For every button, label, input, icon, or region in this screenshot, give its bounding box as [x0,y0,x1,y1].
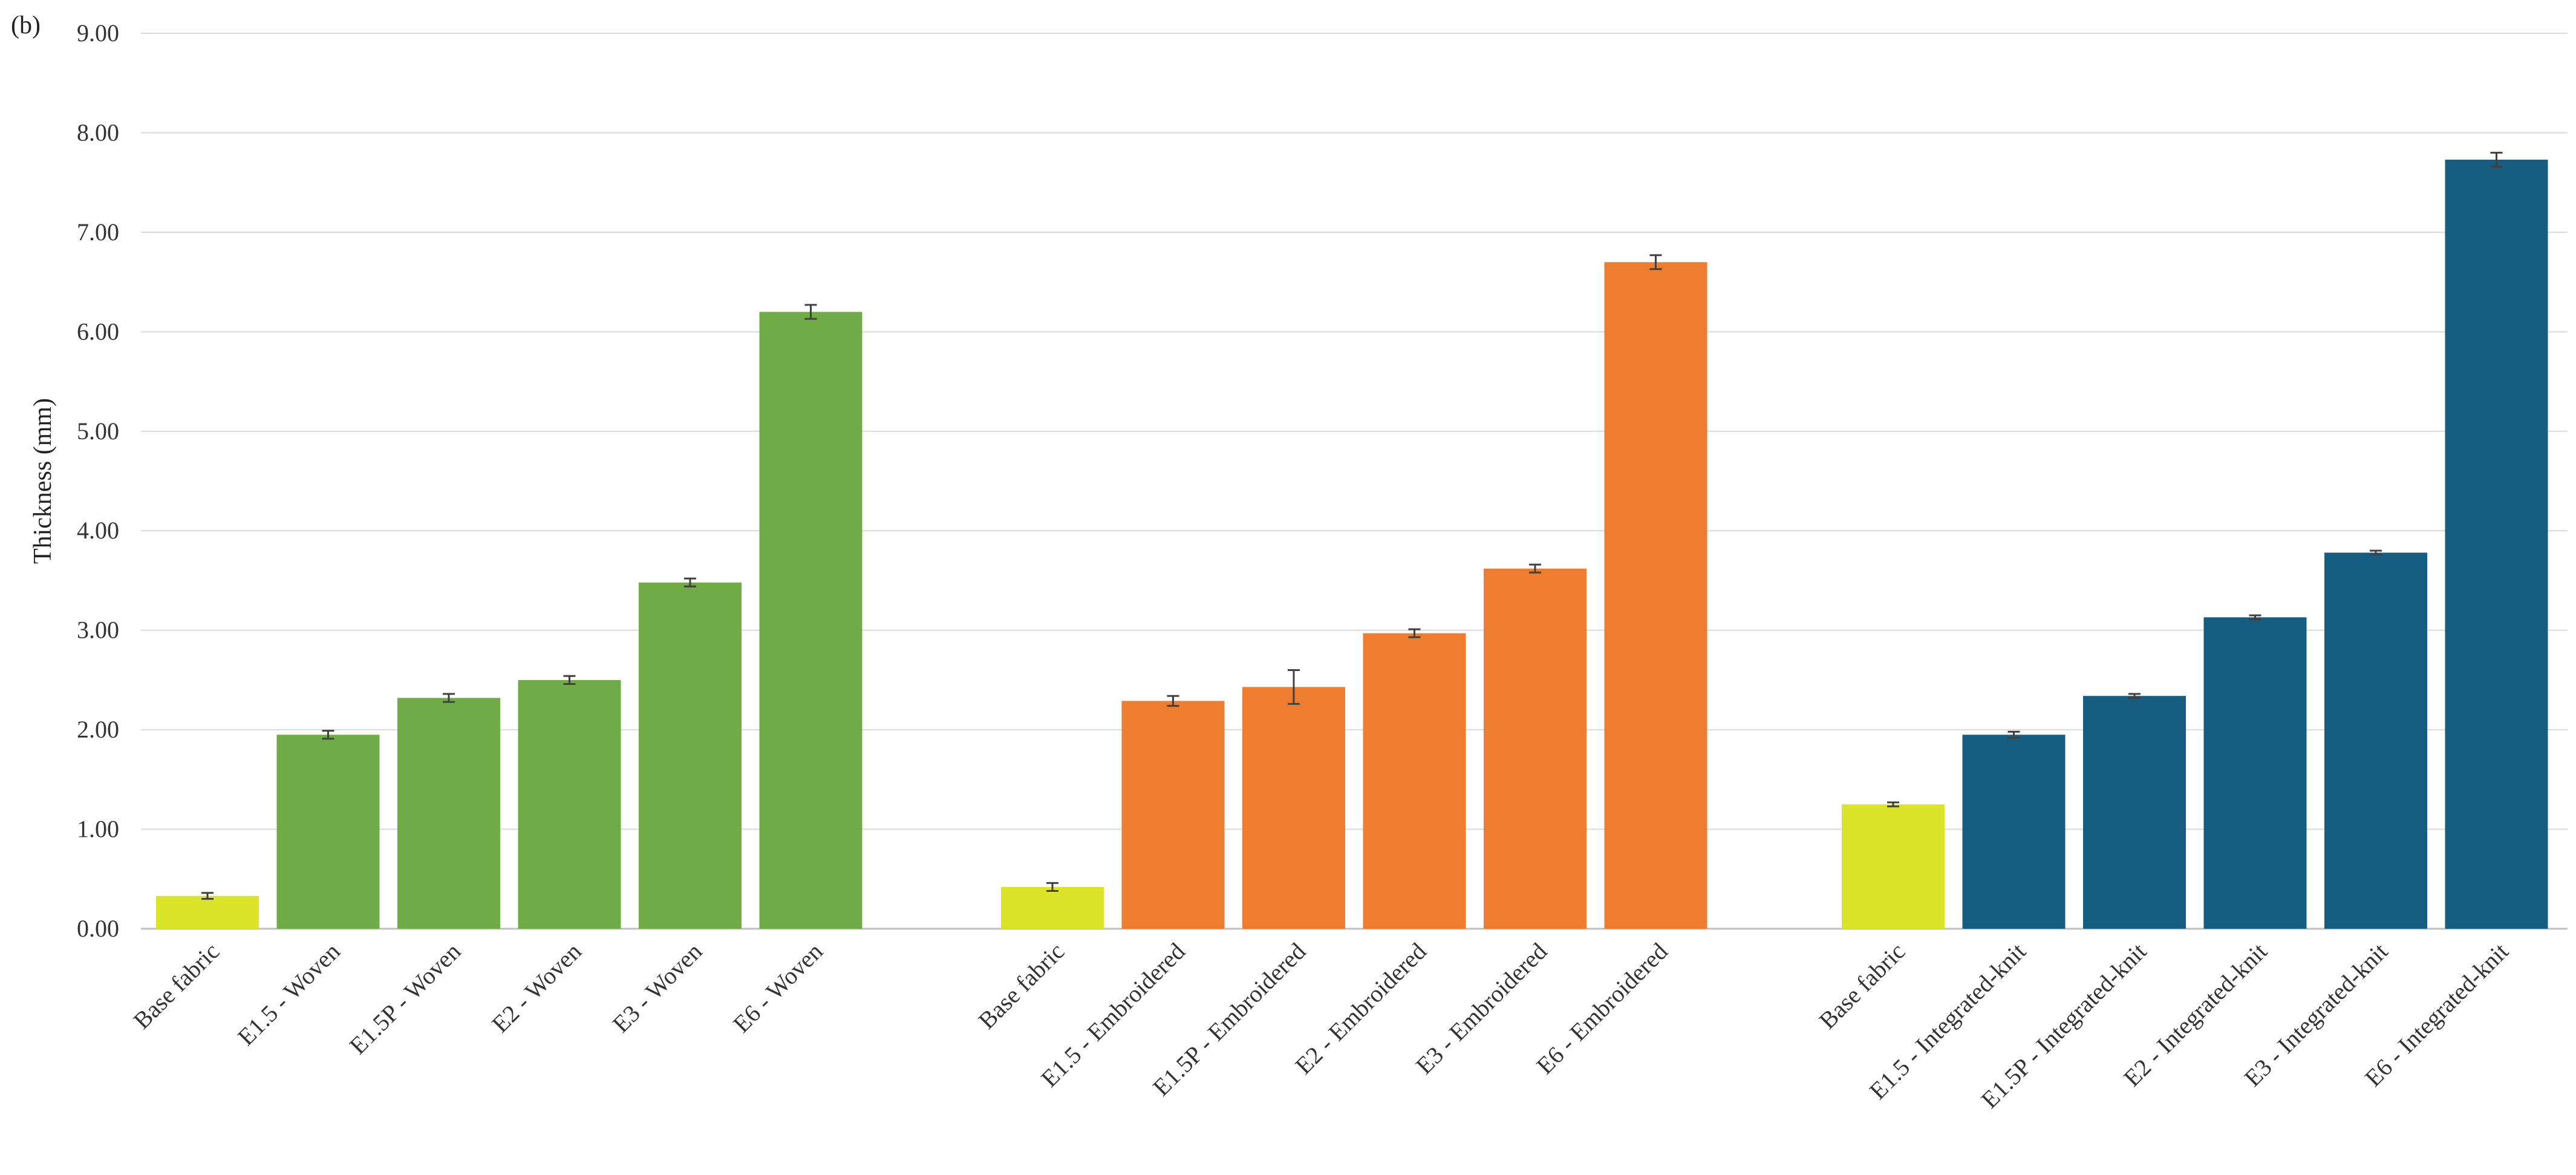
category-label: E3 - Woven [607,938,708,1038]
bar [639,582,742,929]
y-tick-label: 2.00 [77,716,119,743]
y-tick-label: 1.00 [77,816,119,843]
y-tick-label: 6.00 [77,318,119,345]
category-label: E2 - Woven [486,938,587,1038]
category-label: E6 - Woven [728,938,828,1038]
bar [1604,262,1707,929]
bar [2445,159,2548,929]
category-label: E1.5 - Woven [232,938,345,1051]
bar [397,698,500,929]
bar [2083,696,2186,929]
y-tick-label: 9.00 [77,19,119,47]
bar [518,679,621,929]
bar [1962,735,2066,929]
panel-label: (b) [11,11,41,39]
category-label: E3 - Embroidered [1410,938,1552,1079]
y-tick-label: 5.00 [77,417,119,445]
category-label: Base fabric [973,938,1070,1035]
category-label: E2 - Embroidered [1290,938,1431,1079]
bar [1363,633,1466,929]
bar [1001,886,1104,929]
category-label: Base fabric [1814,938,1911,1035]
bar [2324,552,2427,929]
category-label: E1.5P - Woven [344,938,466,1060]
y-tick-label: 3.00 [77,617,119,644]
bar [1842,804,1945,929]
y-tick-label: 8.00 [77,119,119,146]
bar [1484,568,1586,929]
category-label: Base fabric [128,938,225,1035]
y-tick-label: 7.00 [77,218,119,246]
category-label: E6 - Embroidered [1531,938,1672,1079]
bar [759,312,862,929]
bar [1121,701,1225,929]
bar [1242,687,1345,929]
y-tick-label: 0.00 [77,915,119,942]
bar [156,895,259,929]
y-tick-label: 4.00 [77,517,119,544]
bar [276,735,380,929]
y-axis-title: Thickness (mm) [29,398,57,564]
bar [2203,617,2307,929]
